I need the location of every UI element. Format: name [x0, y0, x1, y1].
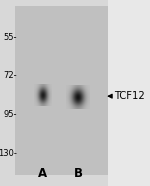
- Text: B: B: [74, 167, 82, 180]
- Text: A: A: [38, 167, 47, 180]
- Bar: [15, 6, 108, 175]
- Bar: [108, 0, 150, 186]
- Text: 130-: 130-: [0, 149, 17, 158]
- Text: 95-: 95-: [4, 110, 17, 119]
- Text: 55-: 55-: [4, 33, 17, 42]
- Text: TCF12: TCF12: [114, 91, 145, 101]
- Text: 72-: 72-: [4, 71, 17, 80]
